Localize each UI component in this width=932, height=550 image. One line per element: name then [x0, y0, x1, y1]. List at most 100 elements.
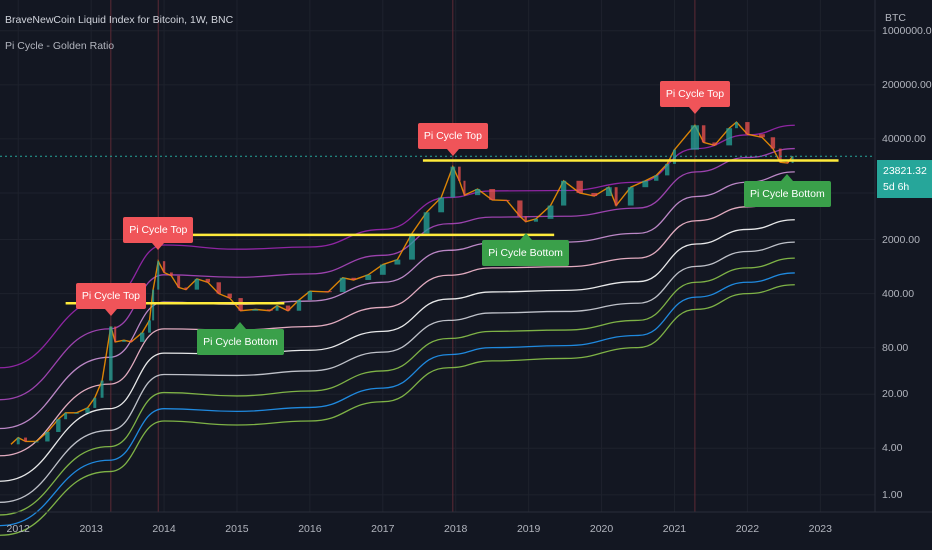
pi-cycle-bottom-label: Pi Cycle Bottom [482, 232, 569, 266]
price-candle [735, 122, 738, 129]
price-candle [339, 277, 346, 292]
price-candle [45, 431, 50, 442]
price-tick-label: 2000.00 [882, 233, 920, 246]
price-candle [100, 380, 104, 398]
price-candle [759, 134, 765, 138]
price-candle [423, 212, 430, 234]
price-candle [627, 187, 634, 206]
price-candle [74, 412, 79, 414]
band-line [0, 257, 795, 516]
time-tick-label: 2012 [6, 523, 30, 535]
price-tick-label: 200000.00 [882, 78, 932, 91]
price-candle [16, 437, 20, 445]
band-line [0, 124, 795, 369]
price-candle [517, 200, 523, 217]
price-tick-label: 20.00 [882, 388, 909, 401]
price-candle [296, 300, 302, 311]
price-candle [533, 218, 538, 222]
band-line [0, 195, 795, 457]
price-candle [576, 180, 583, 193]
price-candle [605, 187, 612, 197]
price-tick-label: 400.00 [882, 287, 915, 300]
pi-cycle-top-label: Pi Cycle Top [123, 217, 194, 251]
time-tick-label: 2016 [298, 523, 322, 535]
price-candle [114, 326, 117, 342]
band-line [0, 272, 795, 527]
price-candle [205, 278, 210, 283]
pi-cycle-top-label: Pi Cycle Top [659, 81, 731, 115]
price-candle [409, 233, 415, 260]
pi-cycle-bottom-label: Pi Cycle Bottom [197, 321, 284, 355]
band-line [0, 171, 795, 430]
indicator-title[interactable]: Pi Cycle - Golden Ratio [5, 40, 115, 52]
symbol-title[interactable]: BraveNewCoin Liquid Index for Bitcoin, 1… [5, 14, 234, 26]
price-candle [394, 259, 401, 265]
price-candle [450, 166, 456, 198]
price-tick-label: 1.00 [882, 488, 903, 501]
price-axis-unit: BTC [885, 12, 906, 24]
price-candle [474, 189, 481, 196]
price-candle [307, 291, 313, 301]
price-candle [64, 412, 68, 420]
time-tick-label: 2014 [152, 523, 176, 535]
price-candle [148, 320, 151, 333]
price-candle [227, 293, 232, 299]
price-candle [266, 309, 273, 311]
price-candle [726, 128, 733, 146]
band-line [0, 219, 795, 482]
time-tick-label: 2019 [516, 523, 541, 535]
time-tick-label: 2021 [662, 523, 687, 535]
price-candle [184, 287, 188, 290]
price-candle [34, 441, 39, 443]
price-tick-label: 80.00 [882, 341, 909, 354]
price-candle [654, 175, 659, 181]
price-candle [194, 278, 200, 290]
band-line [0, 241, 795, 503]
price-candle [252, 309, 259, 311]
time-tick-label: 2022 [735, 523, 760, 535]
price-tick-label: 4.00 [882, 442, 903, 455]
price-candle [177, 275, 181, 288]
pi-cycle-top-label: Pi Cycle Top [417, 122, 488, 156]
price-candle [561, 180, 567, 206]
price-candle [122, 340, 126, 342]
time-tick-label: 2017 [371, 523, 395, 535]
price-candle [56, 419, 61, 432]
price-candle [489, 189, 496, 200]
price-candle [463, 180, 466, 196]
price-candle [778, 148, 782, 163]
price-candle [770, 137, 776, 149]
price-candle [140, 332, 145, 342]
price-candle [701, 125, 706, 143]
price-candle [438, 197, 445, 213]
price-candle [216, 282, 221, 294]
band-line [0, 284, 795, 536]
price-candle [365, 274, 372, 280]
price-candle [591, 192, 598, 197]
pi-cycle-bottom-label: Pi Cycle Bottom [744, 174, 831, 208]
last-price-badge: 23821.32 5d 6h [877, 160, 932, 198]
band-lines [0, 124, 795, 536]
time-tick-label: 2015 [225, 523, 249, 535]
price-candle [157, 261, 160, 290]
price-candle [614, 187, 618, 206]
price-candle [547, 205, 554, 219]
time-tick-label: 2018 [444, 523, 468, 535]
price-candle [152, 289, 155, 321]
price-candle [745, 122, 750, 135]
pi-cycle-top-label: Pi Cycle Top [75, 282, 146, 316]
price-candle [24, 437, 27, 442]
price-candle [129, 340, 133, 342]
price-tick-label: 1000000.00 [882, 24, 932, 37]
price-candle [712, 142, 717, 146]
time-tick-label: 2023 [808, 523, 832, 535]
time-tick-label: 2020 [589, 523, 614, 535]
price-candle [458, 166, 461, 181]
price-candle [503, 199, 510, 201]
price-candle [93, 397, 97, 408]
price-tick-label: 40000.00 [882, 132, 926, 145]
price-candle [642, 180, 649, 188]
price-candle [109, 326, 113, 381]
